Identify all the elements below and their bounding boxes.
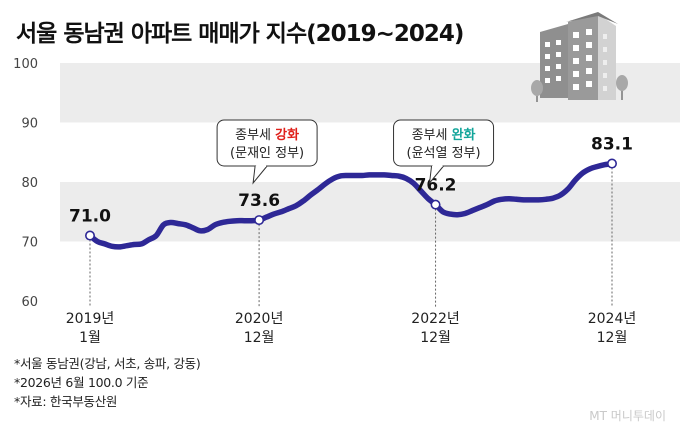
callout-subtitle: (문재인 정부) xyxy=(230,146,304,161)
callout-title-action: 완화 xyxy=(452,127,476,143)
grid-band xyxy=(60,122,680,182)
callout-title: 종부세 강화 xyxy=(235,127,299,143)
callout-pointer xyxy=(428,165,444,185)
x-tick-label: 12월 xyxy=(597,330,628,346)
footnote-region: *서울 동남권(강남, 서초, 송파, 강동) xyxy=(14,356,201,371)
footnote-source: *자료: 한국부동산원 xyxy=(14,394,118,409)
data-label: 76.2 xyxy=(415,176,457,196)
footnote-baseline: *2026년 6월 100.0 기준 xyxy=(14,375,149,390)
data-label: 71.0 xyxy=(69,207,111,227)
policy-callout: 종부세 강화 (문재인 정부) xyxy=(216,119,318,185)
x-tick-label: 2022년 xyxy=(411,311,460,327)
grid-band xyxy=(60,182,680,242)
callout-pointer xyxy=(252,165,268,185)
data-point xyxy=(254,215,265,226)
x-tick-label: 1월 xyxy=(79,330,101,346)
x-tick-label: 2019년 xyxy=(66,311,115,327)
x-tick-label: 2020년 xyxy=(235,311,284,327)
callout-title-policy: 종부세 xyxy=(235,128,275,143)
data-point xyxy=(430,199,441,210)
callout-subtitle: (윤석열 정부) xyxy=(407,146,481,161)
grid-band xyxy=(60,241,680,301)
y-tick-label: 90 xyxy=(21,117,38,132)
callout-title-action: 강화 xyxy=(275,127,299,143)
apartment-buildings-icon xyxy=(531,12,628,102)
data-point xyxy=(85,230,96,241)
x-tick-label: 12월 xyxy=(420,330,451,346)
y-tick-label: 70 xyxy=(21,236,38,251)
x-tick-label: 12월 xyxy=(244,330,275,346)
chart-title: 서울 동남권 아파트 매매가 지수(2019~2024) xyxy=(16,21,464,47)
callout-title: 종부세 완화 xyxy=(412,127,476,143)
footnotes: *서울 동남권(강남, 서초, 송파, 강동) *2026년 6월 100.0 … xyxy=(14,354,201,411)
y-tick-label: 60 xyxy=(21,295,38,310)
data-label: 73.6 xyxy=(238,191,280,211)
policy-callout: 종부세 완화 (윤석열 정부) xyxy=(393,119,495,185)
data-label: 83.1 xyxy=(591,135,633,155)
publisher-logo: MT 머니투데이 xyxy=(589,409,666,423)
callout-title-policy: 종부세 xyxy=(412,128,452,143)
y-tick-label: 100 xyxy=(13,57,38,72)
y-tick-label: 80 xyxy=(21,176,38,191)
x-tick-label: 2024년 xyxy=(588,311,637,327)
data-point xyxy=(606,158,617,169)
series-line xyxy=(87,160,615,250)
